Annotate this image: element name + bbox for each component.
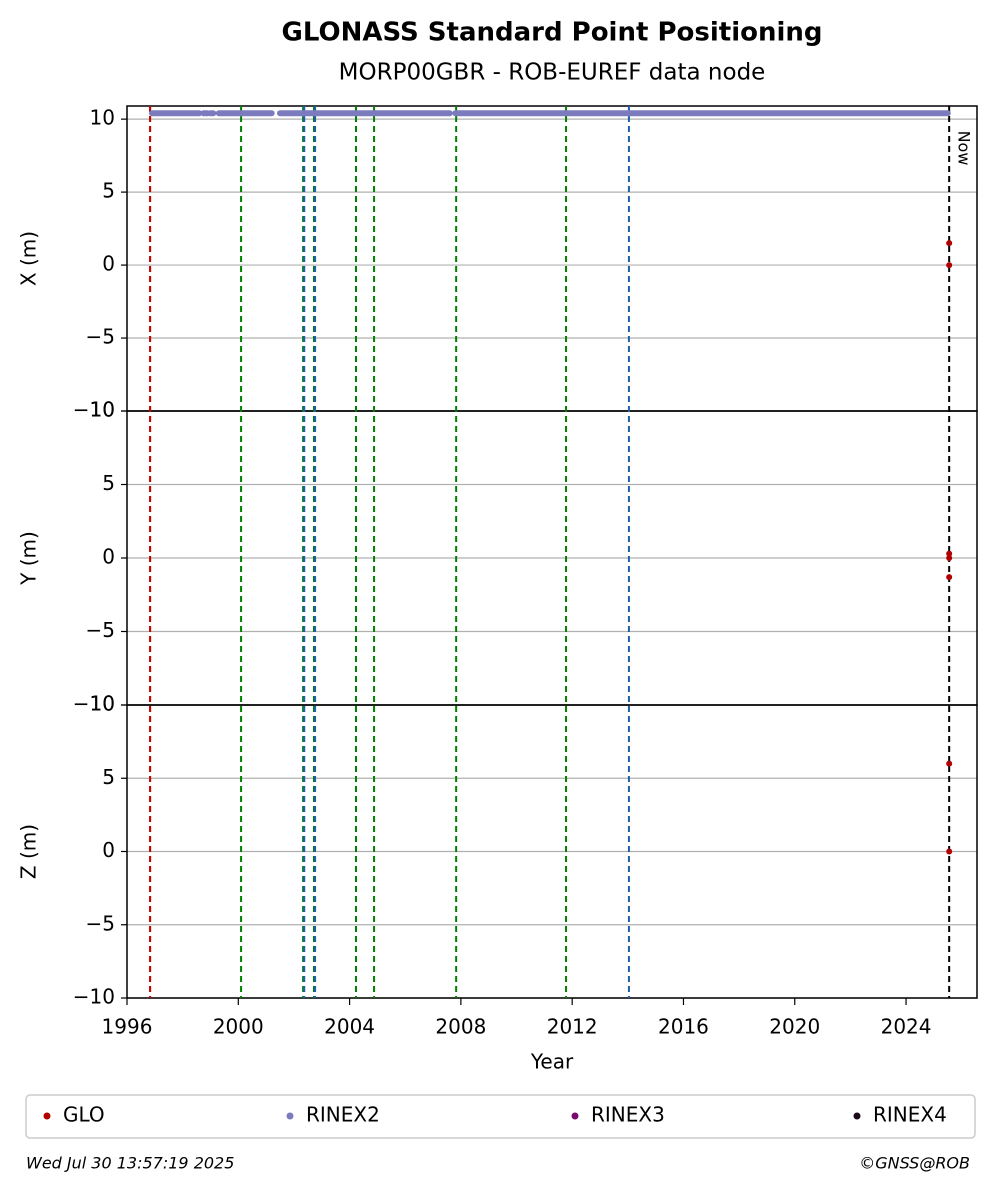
x-tick-label: 2020 bbox=[769, 1015, 820, 1039]
chart-subtitle: MORP00GBR - ROB-EUREF data node bbox=[339, 60, 766, 86]
x-tick-label: 2000 bbox=[213, 1015, 264, 1039]
now-label: Now bbox=[955, 131, 974, 166]
legend-box bbox=[25, 1094, 976, 1139]
y-tick-label: 0 bbox=[102, 545, 115, 569]
x-tick-label: 2024 bbox=[881, 1015, 932, 1039]
legend-marker bbox=[43, 1112, 51, 1120]
glo-point bbox=[946, 555, 953, 561]
glo-point bbox=[946, 760, 953, 767]
legend-label: RINEX3 bbox=[591, 1103, 665, 1127]
y-axis-label: X (m) bbox=[17, 231, 41, 286]
x-tick-label: 1996 bbox=[102, 1015, 153, 1039]
y-tick-label: −10 bbox=[73, 398, 115, 422]
x-axis-label: Year bbox=[530, 1050, 574, 1074]
y-tick-label: 0 bbox=[102, 838, 115, 862]
y-axis-label: Y (m) bbox=[17, 531, 41, 586]
panel-frame bbox=[126, 704, 978, 999]
legend-marker bbox=[571, 1112, 579, 1120]
y-tick-label: 10 bbox=[90, 692, 115, 716]
y-axis-label: Z (m) bbox=[17, 824, 41, 879]
y-tick-label: 0 bbox=[102, 252, 115, 276]
glo-point bbox=[946, 262, 953, 269]
y-tick-label: −5 bbox=[86, 618, 115, 642]
y-tick-label: 5 bbox=[102, 765, 115, 789]
legend-marker bbox=[286, 1112, 294, 1120]
chart-title: GLONASS Standard Point Positioning bbox=[281, 18, 822, 48]
y-tick-label: 10 bbox=[90, 398, 115, 422]
timestamp: Wed Jul 30 13:57:19 2025 bbox=[26, 1154, 234, 1173]
legend-label: RINEX4 bbox=[873, 1103, 947, 1127]
y-tick-label: 5 bbox=[102, 471, 115, 495]
glo-point bbox=[946, 240, 953, 247]
panel-frame bbox=[126, 105, 978, 412]
glo-point bbox=[946, 848, 953, 855]
y-tick-label: −10 bbox=[73, 985, 115, 1009]
y-tick-label: 5 bbox=[102, 179, 115, 203]
x-tick-label: 2008 bbox=[435, 1015, 486, 1039]
x-tick-label: 2004 bbox=[324, 1015, 375, 1039]
legend-marker bbox=[853, 1112, 861, 1120]
y-tick-label: −5 bbox=[86, 911, 115, 935]
x-tick-label: 2012 bbox=[547, 1015, 598, 1039]
legend-label: RINEX2 bbox=[306, 1103, 380, 1127]
x-tick-label: 2016 bbox=[658, 1015, 709, 1039]
legend-label: GLO bbox=[63, 1103, 105, 1127]
credit: ©GNSS@ROB bbox=[859, 1154, 970, 1173]
y-tick-label: −10 bbox=[73, 692, 115, 716]
glo-point bbox=[946, 574, 953, 581]
glo-point bbox=[946, 550, 953, 557]
y-tick-label: 10 bbox=[90, 106, 115, 130]
y-tick-label: −5 bbox=[86, 325, 115, 349]
